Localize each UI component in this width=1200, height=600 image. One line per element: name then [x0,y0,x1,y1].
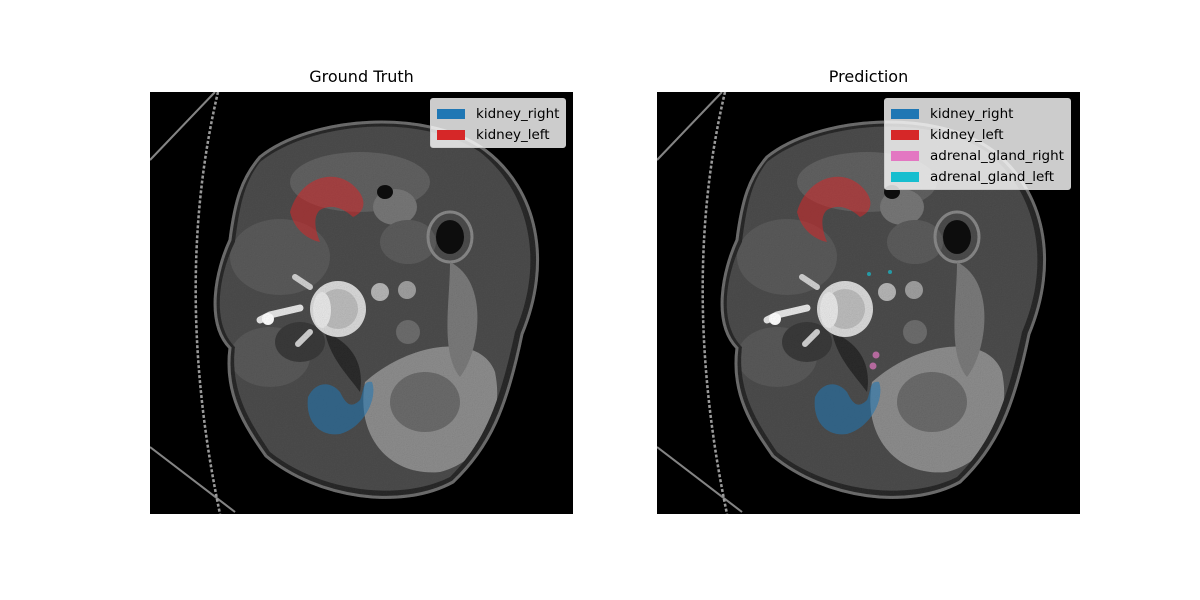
adrenal-gland-right-mask [869,362,877,370]
legend-label: adrenal_gland_right [930,147,1064,164]
legend-label: kidney_left [476,126,550,143]
kidney-left-swatch [437,129,465,140]
legend-label: adrenal_gland_left [930,168,1055,185]
legend-item: kidney_left [437,124,559,145]
kidney-right-mask [814,381,881,435]
adrenal-gland-left-mask [888,270,892,274]
legend-item: adrenal_gland_right [891,145,1064,166]
adrenal-gland-left-mask [867,272,871,276]
kidney-right-mask [307,381,374,435]
panel-title-prediction: Prediction [828,67,909,86]
adrenal-gland-right-mask [872,351,880,359]
kidney-left-mask [797,176,871,242]
panel-title-ground-truth: Ground Truth [309,67,414,86]
legend-label: kidney_right [930,105,1014,122]
kidney-right-swatch [437,108,465,119]
legend-item: kidney_right [437,103,559,124]
legend-label: kidney_left [930,126,1004,143]
kidney-right-swatch [891,108,919,119]
legend-prediction: kidney_right kidney_left adrenal_gland_r… [884,98,1071,190]
legend-item: kidney_left [891,124,1064,145]
legend-label: kidney_right [476,105,560,122]
legend-item: kidney_right [891,103,1064,124]
adrenal-gland-left-swatch [891,171,919,182]
legend-ground-truth: kidney_right kidney_left [430,98,567,148]
kidney-left-swatch [891,129,919,140]
kidney-left-mask [290,176,364,242]
adrenal-gland-right-swatch [891,150,919,161]
legend-item: adrenal_gland_left [891,166,1064,187]
ct-image-ground-truth [150,92,573,514]
